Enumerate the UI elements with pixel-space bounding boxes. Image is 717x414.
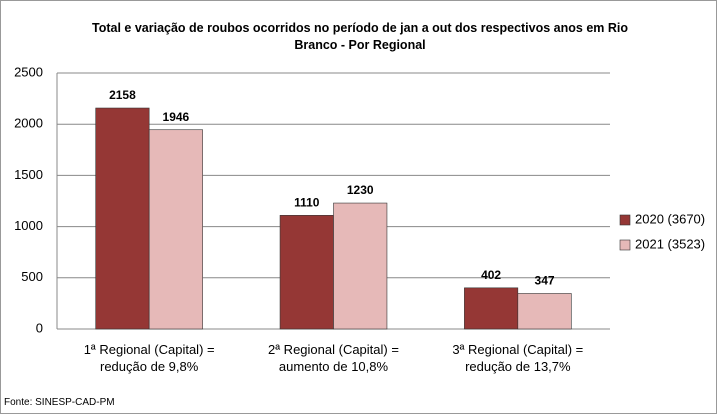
bar <box>148 129 203 330</box>
x-tick-label: 3ª Regional (Capital) = redução de 13,7% <box>452 342 584 374</box>
source: Fonte: SINESP-CAD-PM <box>4 397 115 408</box>
x-tick-label: 2ª Regional (Capital) = aumento de 10,8% <box>268 342 399 374</box>
y-tick-label: 500 <box>21 269 43 284</box>
bar <box>333 202 388 330</box>
y-tick-label: 1000 <box>14 218 43 233</box>
x-tick-label: 1ª Regional (Capital) = redução de 9,8% <box>83 342 215 374</box>
value-label: 1230 <box>347 183 374 197</box>
legend-label: 2021 (3523) <box>635 236 705 251</box>
bar <box>517 293 572 330</box>
y-tick-label: 2000 <box>14 116 43 131</box>
bar <box>95 107 150 330</box>
legend-label: 2020 (3670) <box>635 211 705 226</box>
y-tick-label: 1500 <box>14 167 43 182</box>
value-label: 402 <box>481 268 501 282</box>
y-tick-label: 2500 <box>14 64 43 79</box>
bar <box>464 287 519 330</box>
value-label: 1110 <box>294 196 320 210</box>
value-label: 2158 <box>109 88 136 102</box>
legend-swatch <box>619 239 631 251</box>
value-label: 347 <box>535 274 555 288</box>
chart-title: Total e variação de roubos ocorridos no … <box>92 21 628 52</box>
y-tick-label: 0 <box>36 320 43 335</box>
value-label: 1946 <box>163 110 190 124</box>
legend-swatch <box>619 214 631 226</box>
bar <box>279 215 334 330</box>
